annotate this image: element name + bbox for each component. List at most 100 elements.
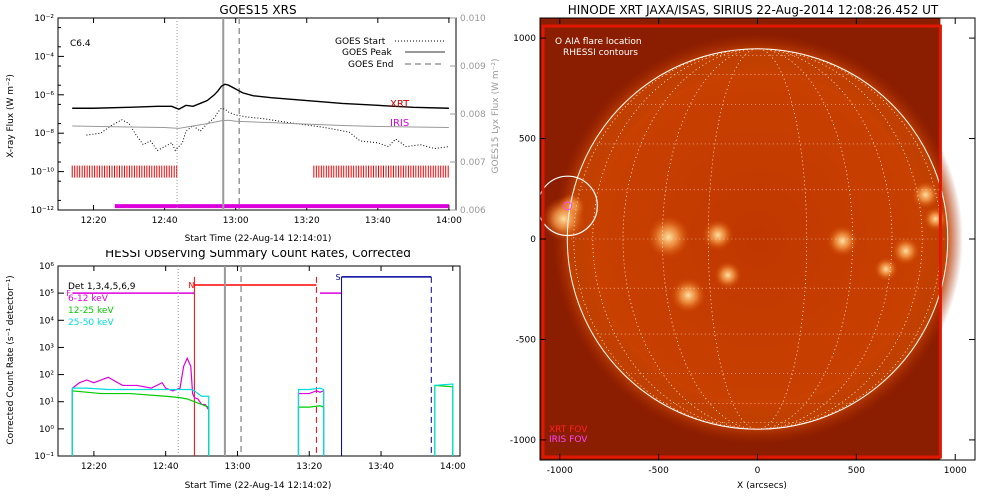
goes-xtick-label-4: 13:40 bbox=[365, 216, 391, 226]
goes-ytick-label-0: 10⁻² bbox=[34, 14, 54, 24]
grid-lon bbox=[662, 48, 853, 430]
goes-iris-label: IRIS bbox=[390, 118, 409, 129]
image-xrt-fov-label: XRT FOV bbox=[549, 425, 588, 435]
active-region-7 bbox=[911, 180, 940, 209]
goes-ylabel2: GOES15 Lyx Flux (W m⁻²) bbox=[491, 59, 500, 174]
hessi-legend: Det 1,3,4,5,6,9 6-12 keV 12-25 keV 25-50… bbox=[68, 282, 136, 328]
goes-legend: GOES Start GOES Peak GOES End bbox=[335, 37, 445, 70]
image-ytick-label-0: 1000 bbox=[513, 34, 536, 44]
goes-y2tick-label-0: 0.010 bbox=[460, 14, 486, 24]
goes-series-1 bbox=[86, 107, 449, 152]
flare-location-circle bbox=[537, 175, 598, 237]
hessi-flag-label-0: F bbox=[66, 289, 71, 298]
image-xtick-label-4: 1000 bbox=[944, 466, 967, 476]
image-legend-rhessi: RHESSI contours bbox=[563, 48, 638, 58]
hessi-legend-det: Det 1,3,4,5,6,9 bbox=[68, 282, 136, 292]
hessi-legend-6-12: 6-12 keV bbox=[68, 294, 109, 304]
goes-series-2 bbox=[72, 119, 449, 129]
solar-limb-glow bbox=[552, 33, 963, 445]
image-xlabel: X (arcsecs) bbox=[737, 481, 787, 491]
active-region-2 bbox=[646, 215, 691, 259]
goes-title: GOES15 XRS bbox=[219, 3, 296, 17]
hessi-flag-label-1: N bbox=[188, 281, 194, 290]
goes-legend-peak: GOES Peak bbox=[342, 48, 392, 58]
hessi-ytick-label-2: 10⁴ bbox=[39, 316, 54, 326]
goes-y2tick-label-1: 0.009 bbox=[460, 62, 486, 72]
hessi-ytick-label-0: 10⁶ bbox=[39, 262, 54, 272]
hessi-ylabel: Corrected Count Rate (s⁻¹ detector⁻¹) bbox=[6, 275, 16, 444]
goes-xlabel: Start Time (22-Aug-14 12:14:01) bbox=[185, 234, 332, 244]
hessi-xtick-label-2: 13:00 bbox=[224, 462, 250, 472]
goes-ytick-label-3: 10⁻⁸ bbox=[34, 129, 54, 139]
goes-ylabel: X-ray Flux (W m⁻²) bbox=[6, 74, 16, 158]
hessi-legend-12-25: 12-25 keV bbox=[68, 306, 114, 316]
hessi-plot-area: 12:20 12:40 13:00 13:20 13:40 14:00 10⁶ 10⁵ 10⁴ 1… bbox=[34, 262, 466, 472]
hessi-series-2 bbox=[71, 387, 210, 456]
hessi-series-4 bbox=[297, 405, 325, 456]
grid-lon bbox=[592, 48, 923, 430]
goes-xtick-label-0: 12:20 bbox=[81, 216, 107, 226]
goes-xrs-chart: GOES15 XRS 12:20 12:40 13:00 13:20 13:40 14:0… bbox=[6, 3, 500, 244]
hessi-ytick-label-7: 10⁻¹ bbox=[34, 452, 54, 462]
hessi-flag-label-3: S bbox=[336, 273, 341, 282]
image-plot-area: -1000 -500 0 500 1000 1000 500 0 -500 -1000 bbox=[510, 17, 976, 476]
active-region-3 bbox=[702, 219, 734, 251]
active-region-4 bbox=[714, 261, 742, 290]
hessi-ytick-label-5: 10¹ bbox=[39, 398, 54, 408]
image-xtick-label-1: -500 bbox=[648, 466, 669, 476]
goes-y2tick-label-2: 0.008 bbox=[460, 110, 486, 120]
goes-y2tick-label-3: 0.007 bbox=[460, 158, 486, 168]
goes-class-label: C6.4 bbox=[70, 39, 91, 49]
hessi-series-6 bbox=[434, 384, 454, 456]
hessi-series-5 bbox=[297, 387, 325, 456]
hessi-xtick-label-3: 13:20 bbox=[296, 462, 322, 472]
image-ytick-label-4: -1000 bbox=[510, 436, 536, 446]
goes-ytick-label-2: 10⁻⁶ bbox=[34, 91, 54, 101]
image-ytick-label-3: -500 bbox=[516, 335, 537, 345]
active-region-9 bbox=[826, 225, 859, 257]
goes-xrt-label: XRT bbox=[390, 99, 410, 110]
xrt-fov-box bbox=[541, 24, 942, 459]
goes-xtick-label-5: 14:00 bbox=[436, 216, 462, 226]
hessi-frame bbox=[57, 265, 461, 457]
image-legend-aia: O AIA flare location bbox=[555, 37, 642, 47]
hessi-xtick-label-5: 14:00 bbox=[440, 462, 466, 472]
hessi-series-1 bbox=[71, 390, 210, 456]
image-xtick-label-2: 0 bbox=[755, 466, 761, 476]
goes-frame bbox=[57, 17, 457, 211]
goes-xtick-label-1: 12:40 bbox=[152, 216, 178, 226]
hessi-ytick-label-3: 10³ bbox=[39, 343, 54, 353]
goes-xtick-label-2: 13:00 bbox=[223, 216, 249, 226]
hessi-title: HESSI Observing Summary Count Rates, Cor… bbox=[105, 250, 411, 260]
goes-ytick-label-5: 10⁻¹² bbox=[31, 206, 55, 216]
hessi-xtick-label-4: 13:40 bbox=[368, 462, 394, 472]
active-region-8 bbox=[923, 207, 948, 231]
image-xtick-label-3: 500 bbox=[848, 466, 865, 476]
goes-legend-end: GOES End bbox=[348, 60, 393, 70]
active-region-5 bbox=[670, 277, 707, 314]
active-region-1 bbox=[541, 197, 586, 241]
goes-xrt-windows bbox=[71, 165, 449, 178]
hessi-series-3 bbox=[297, 389, 325, 456]
hessi-series-7 bbox=[434, 383, 454, 456]
solar-limb bbox=[566, 48, 949, 430]
goes-legend-start: GOES Start bbox=[335, 37, 386, 47]
active-region-6 bbox=[874, 257, 898, 281]
xrt-image-panel: HINODE XRT JAXA/ISAS, SIRIUS 22-Aug-2014… bbox=[510, 3, 976, 491]
image-iris-fov-label: IRIS FOV bbox=[549, 435, 588, 445]
image-xtick-label-0: -1000 bbox=[547, 466, 573, 476]
image-title: HINODE XRT JAXA/ISAS, SIRIUS 22-Aug-2014… bbox=[568, 3, 939, 17]
hessi-ytick-label-1: 10⁵ bbox=[39, 289, 54, 299]
hessi-chart: HESSI Observing Summary Count Rates, Cor… bbox=[6, 250, 466, 491]
hessi-xtick-label-0: 12:20 bbox=[81, 462, 107, 472]
goes-series-0 bbox=[72, 83, 449, 110]
hessi-xlabel: Start Time (22-Aug-14 12:14:02) bbox=[185, 481, 332, 491]
active-region-10 bbox=[891, 237, 920, 265]
goes-plot-area: 12:20 12:40 13:00 13:20 13:40 14:00 10⁻² 10⁻⁴ 10… bbox=[31, 14, 486, 226]
image-ytick-label-2: 0 bbox=[530, 235, 536, 245]
hessi-ytick-label-6: 10⁰ bbox=[39, 425, 54, 435]
hessi-flags: F N S bbox=[66, 273, 432, 298]
goes-xtick-label-3: 13:20 bbox=[294, 216, 320, 226]
image-ytick-label-1: 500 bbox=[519, 135, 536, 145]
image-legend: O AIA flare location RHESSI contours bbox=[555, 37, 642, 58]
